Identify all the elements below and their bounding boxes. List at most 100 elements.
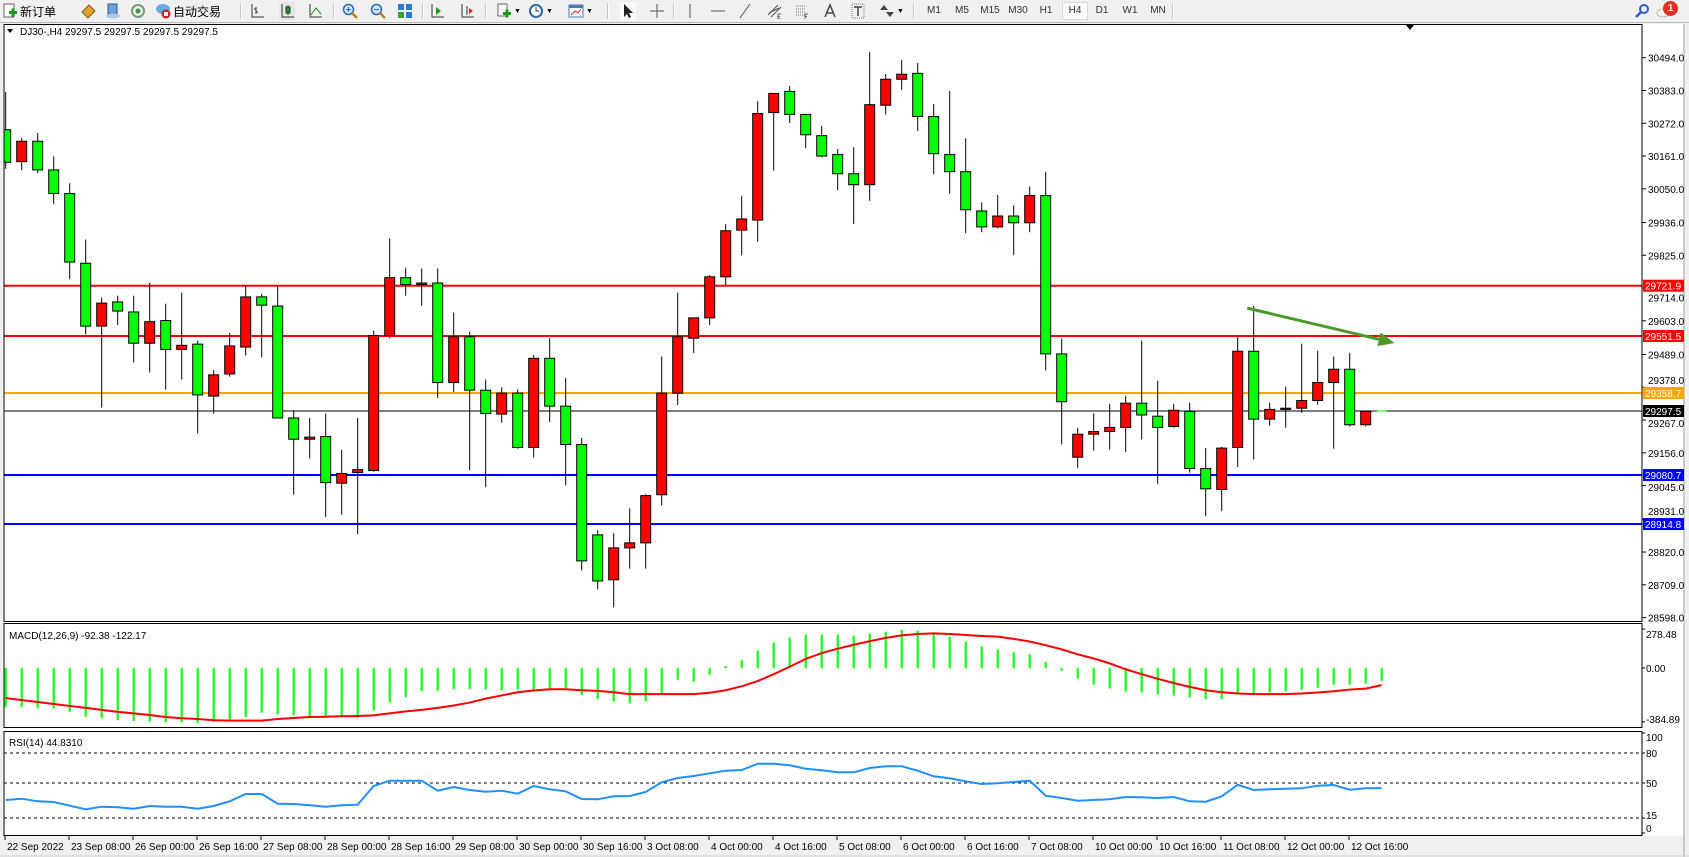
macd-histogram-bar [484, 668, 487, 690]
candlestick-button[interactable] [279, 2, 295, 20]
macd-histogram-bar [948, 636, 951, 668]
new-order-button[interactable]: 新订单 [2, 2, 56, 20]
text-button[interactable] [822, 2, 838, 20]
macd-panel[interactable] [4, 629, 1383, 724]
price-axis-label: 30050.0 [1648, 185, 1685, 196]
market-watch-button[interactable] [80, 2, 96, 20]
candle-bullish [96, 302, 108, 327]
main-price-panel[interactable] [1, 52, 1642, 608]
tile-windows-icon [397, 3, 413, 19]
zoom-in-button[interactable] [342, 2, 358, 20]
dropdown-arrow-icon[interactable]: ▼ [514, 7, 521, 15]
candle-bullish [880, 78, 892, 106]
notification-badge: 1 [1663, 1, 1678, 16]
arrows-button[interactable]: ▼ [879, 2, 904, 20]
macd-histogram-bar [52, 668, 55, 709]
candle-bearish [1152, 415, 1164, 428]
chart-shift-button[interactable] [459, 2, 475, 20]
candle-bullish [704, 276, 716, 319]
chart-menu-triangle-icon[interactable] [7, 29, 13, 33]
price-axis-label: 29156.0 [1648, 449, 1685, 460]
signals-button[interactable] [130, 2, 146, 20]
macd-histogram-bar [580, 668, 583, 696]
trendline-button[interactable] [737, 2, 753, 20]
time-axis-label: 4 Oct 00:00 [711, 842, 763, 853]
horizontal-line-icon [710, 3, 726, 19]
time-axis-label: 10 Oct 00:00 [1095, 842, 1153, 853]
timeframe-h1[interactable]: H1 [1039, 5, 1053, 16]
candle-bullish [1312, 382, 1324, 402]
timeframe-m30[interactable]: M30 [1008, 5, 1028, 16]
chart-shift-marker-icon[interactable] [1406, 25, 1414, 30]
dropdown-arrow-icon[interactable]: ▼ [586, 7, 593, 15]
trend-arrow-line[interactable] [1246, 306, 1380, 341]
text-label-button[interactable] [850, 2, 866, 20]
auto-scroll-button[interactable] [429, 2, 445, 20]
candle-bullish [992, 215, 1004, 228]
templates-button[interactable]: ▼ [568, 2, 593, 20]
search-button[interactable] [1634, 2, 1650, 20]
macd-histogram-bar [964, 641, 967, 668]
candle-bullish [1024, 195, 1036, 224]
rsi-panel[interactable] [4, 752, 1642, 819]
chart-shift-icon [459, 3, 475, 19]
candle-bearish [576, 444, 588, 562]
candle-bullish [608, 547, 620, 581]
candle-bullish [752, 113, 764, 221]
candle-bullish [1168, 409, 1180, 428]
macd-histogram-bar [532, 668, 535, 690]
zoom-out-button[interactable] [370, 2, 386, 20]
macd-histogram-bar [1220, 668, 1223, 700]
price-axis-label: 30272.0 [1648, 119, 1685, 130]
toolbar-separator [607, 3, 609, 19]
macd-histogram-bar [180, 668, 183, 723]
line-chart-button[interactable] [307, 2, 323, 20]
horizontal-line-button[interactable] [710, 2, 726, 20]
candle-bearish [512, 392, 524, 448]
dropdown-arrow-icon[interactable]: ▼ [546, 7, 553, 15]
timeframe-mn[interactable]: MN [1150, 5, 1166, 16]
vertical-line-button[interactable] [682, 2, 698, 20]
candle-bearish [784, 90, 796, 115]
timeframe-m15[interactable]: M15 [980, 5, 1000, 16]
macd-histogram-bar [1044, 662, 1047, 668]
macd-histogram-bar [1268, 668, 1271, 693]
time-axis-label: 10 Oct 16:00 [1159, 842, 1217, 853]
candle-bullish [1264, 408, 1276, 420]
macd-histogram-bar [564, 668, 567, 689]
fibonacci-button[interactable] [794, 2, 810, 20]
auto-trading-button[interactable]: 自动交易 [155, 2, 221, 20]
candle-bullish [144, 321, 156, 344]
timeframe-m1[interactable]: M1 [927, 5, 941, 16]
macd-histogram-bar [148, 668, 151, 722]
price-axis-label: 29603.0 [1648, 317, 1685, 328]
candle-bearish [128, 311, 140, 344]
timeframe-d1[interactable]: D1 [1095, 5, 1109, 16]
cursor-button[interactable] [620, 2, 636, 20]
candle-bullish [736, 218, 748, 231]
periods-button[interactable]: ▼ [528, 2, 553, 20]
macd-histogram-bar [68, 668, 71, 712]
navigator-button[interactable] [105, 2, 121, 20]
dropdown-arrow-icon[interactable]: ▼ [897, 7, 904, 15]
macd-axis-label: 278.48 [1646, 630, 1677, 641]
indicators-list-button[interactable]: ▼ [496, 2, 521, 20]
macd-histogram-bar [916, 630, 919, 668]
equidistant-channel-button[interactable] [767, 2, 783, 20]
candle-bearish [272, 305, 284, 419]
candle-bullish [384, 277, 396, 337]
macd-histogram-bar [1316, 668, 1319, 688]
macd-histogram-bar [708, 668, 711, 675]
macd-histogram-bar [20, 668, 23, 707]
macd-histogram-bar [324, 668, 327, 717]
timeframe-h4[interactable]: H4 [1062, 2, 1088, 20]
bar-chart-button[interactable] [249, 2, 265, 20]
vertical-line-icon [682, 3, 698, 19]
zoom-in-icon [342, 3, 358, 19]
tile-windows-button[interactable] [397, 2, 413, 20]
timeframe-m5[interactable]: M5 [955, 5, 969, 16]
crosshair-button[interactable] [649, 2, 665, 20]
macd-histogram-bar [516, 668, 519, 690]
timeframe-w1[interactable]: W1 [1122, 5, 1138, 16]
